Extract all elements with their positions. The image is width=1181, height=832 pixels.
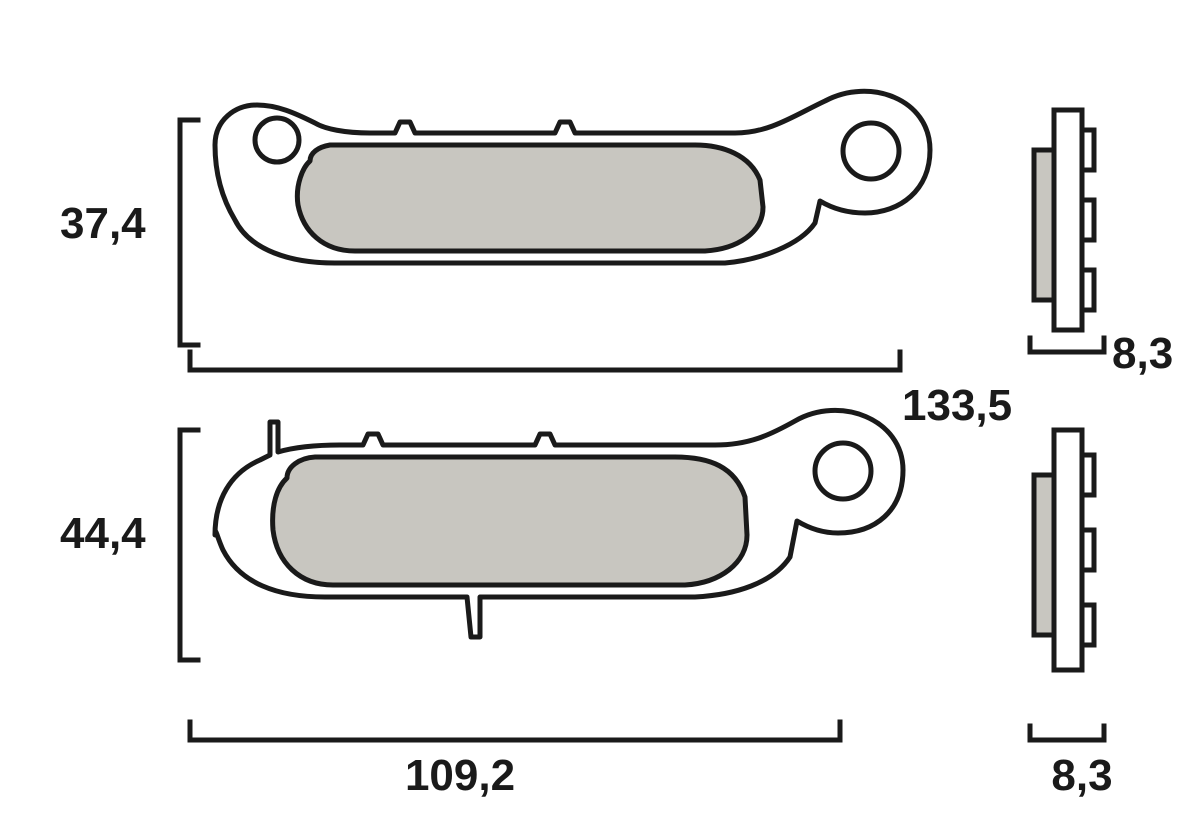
dim-pad2_height: 44,4 — [60, 509, 146, 558]
dim-pad1_thick: 8,3 — [1112, 329, 1173, 378]
brake-pad-diagram: 37,4 44,4 133,5 109,2 8,3 8,3 — [0, 0, 1181, 827]
dim-pad2_width: 109,2 — [405, 751, 515, 800]
dim-pad1_height: 37,4 — [60, 199, 146, 248]
dim-pad1_width: 133,5 — [902, 381, 1012, 430]
pad-top-front — [215, 91, 930, 263]
pad-bottom-front — [215, 410, 903, 637]
dim-pad2_thick: 8,3 — [1051, 751, 1112, 800]
